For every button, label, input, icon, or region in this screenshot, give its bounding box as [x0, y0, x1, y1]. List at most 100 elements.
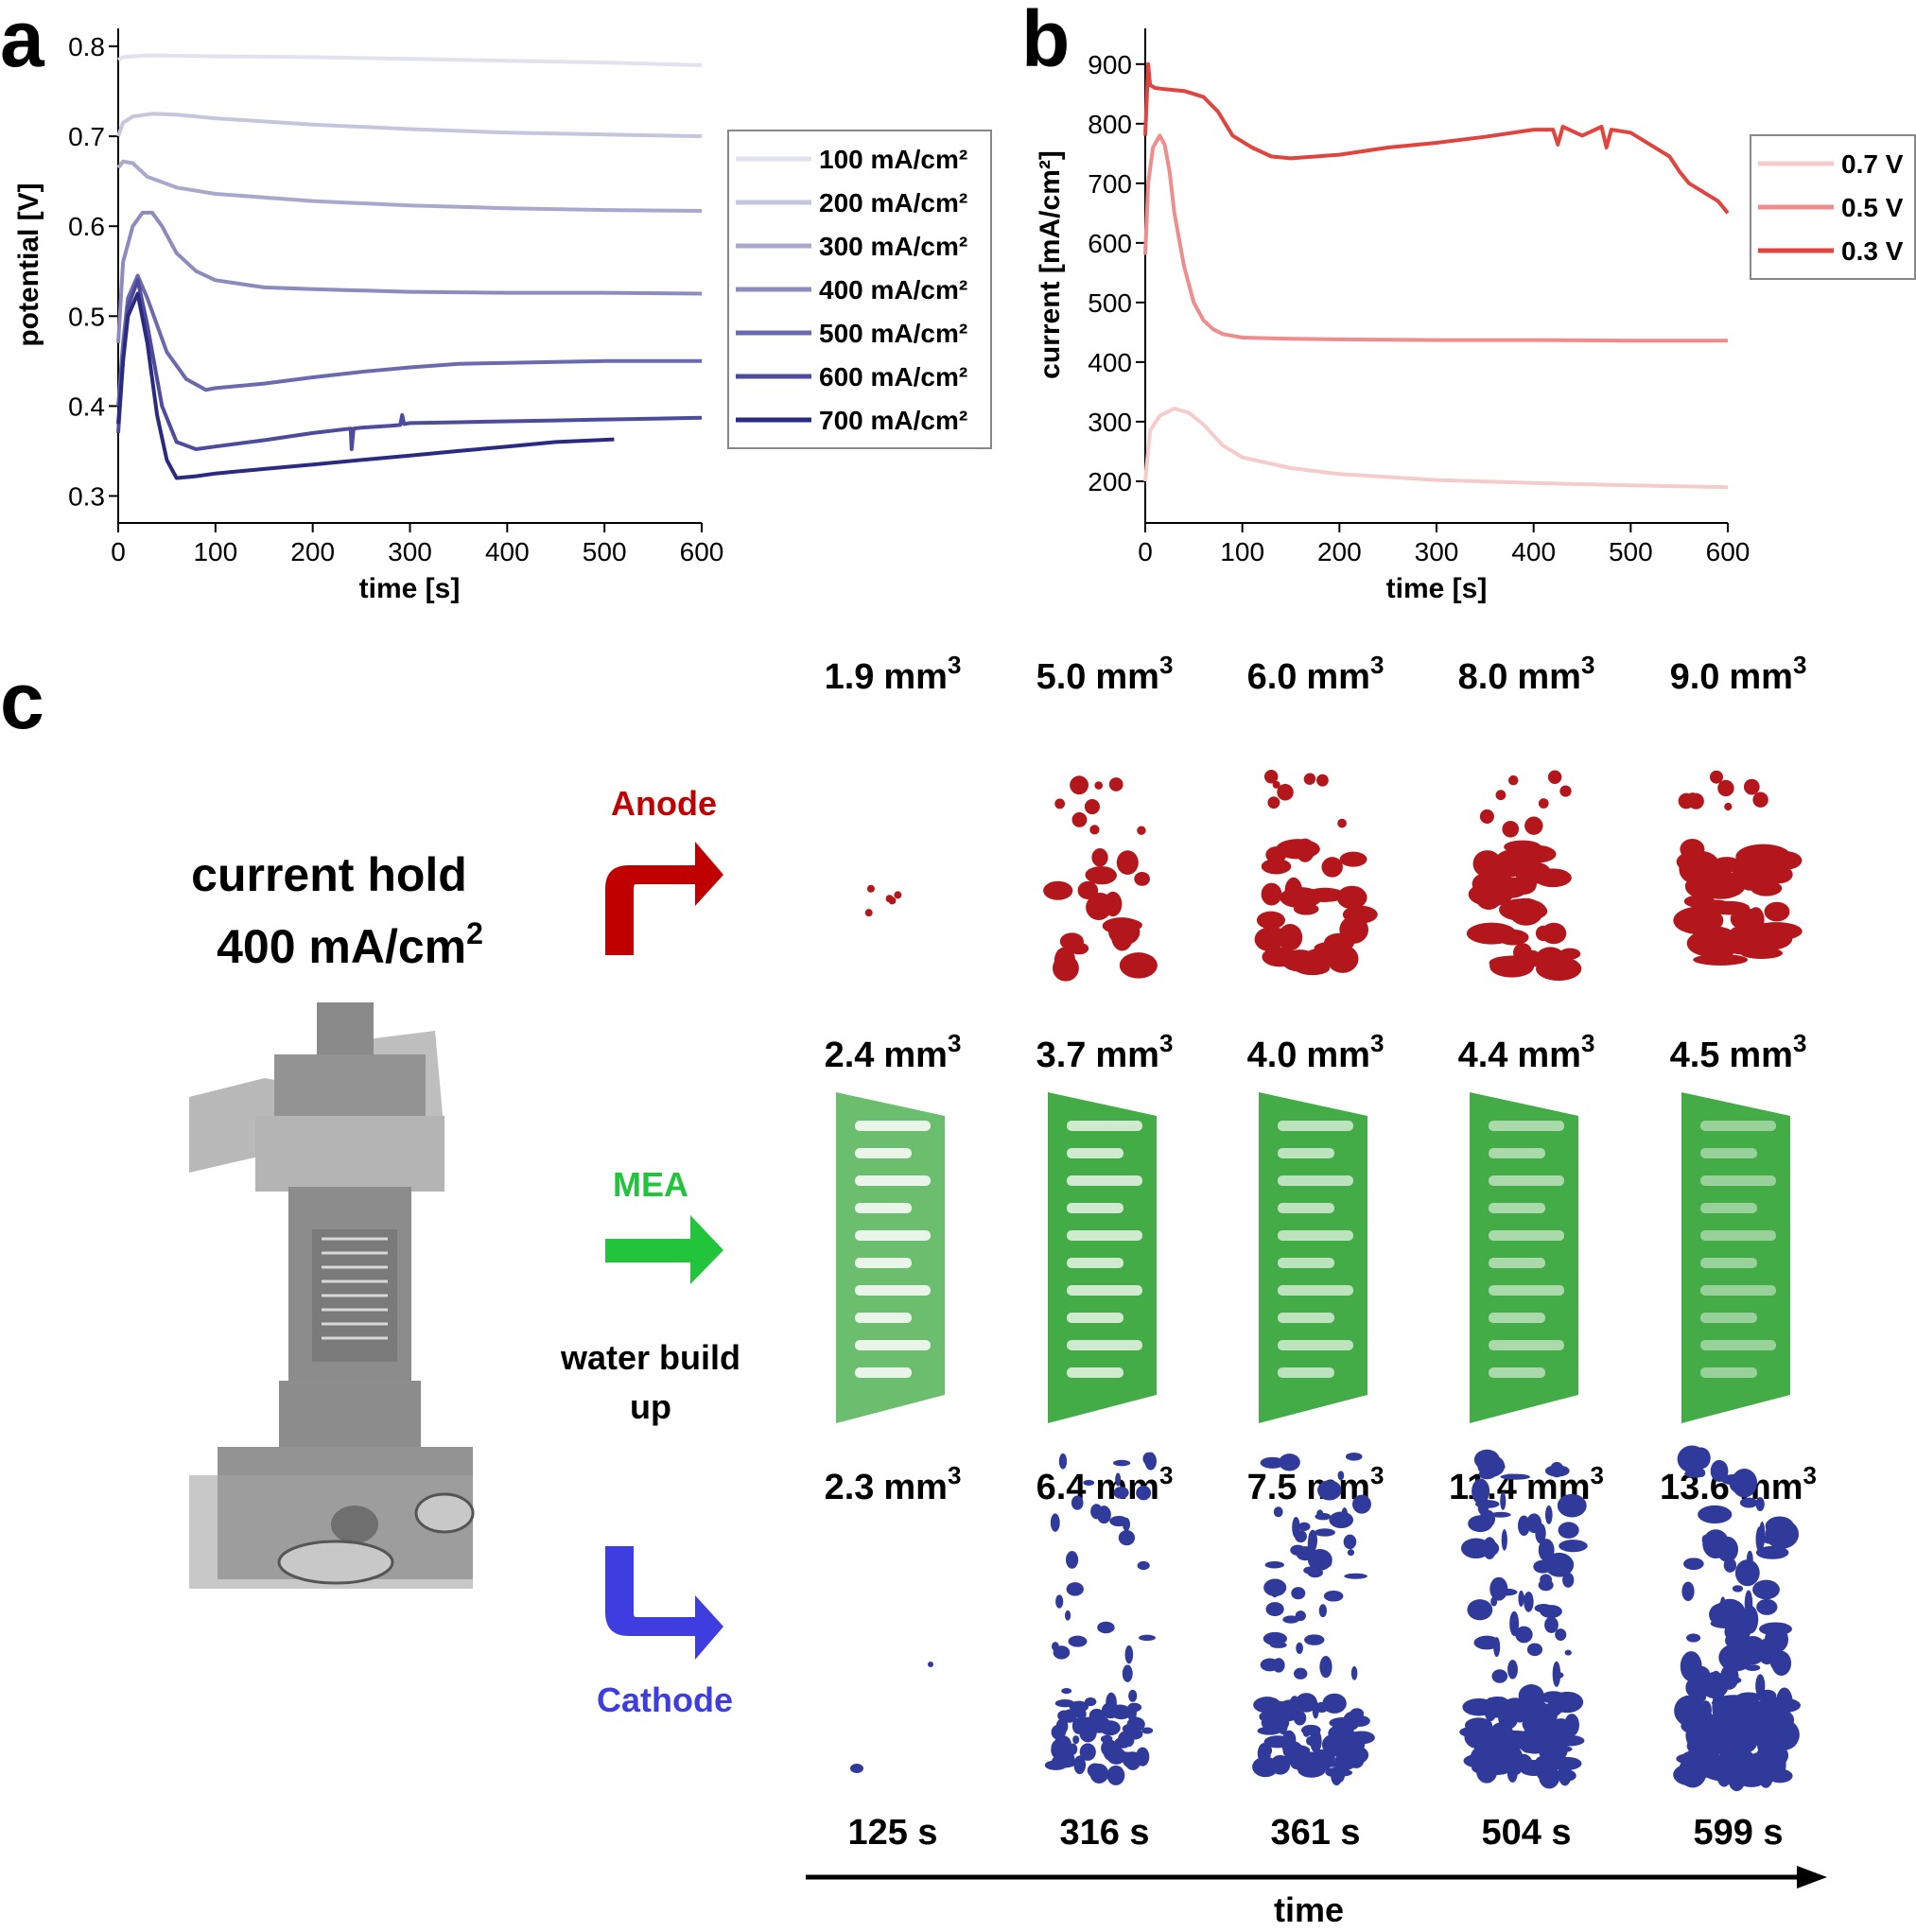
series-line-0-7-v — [1143, 407, 1729, 490]
chart-a-xlabel: time [s] — [359, 573, 461, 604]
volume-unit: mm — [1729, 1036, 1793, 1075]
volume-unit-superscript: 3 — [1793, 1029, 1806, 1057]
y-tick-label: 0.7 — [68, 122, 105, 151]
mea-volume-label: 4.5 mm3 — [1670, 1029, 1807, 1075]
volume-value: 9.0 — [1670, 657, 1720, 697]
volume-unit: mm — [883, 657, 948, 697]
cathode-water-render-image — [850, 1662, 933, 1773]
y-tick-label: 800 — [1088, 110, 1132, 139]
volume-unit: mm — [1095, 657, 1159, 697]
y-tick-label: 0.4 — [68, 392, 105, 421]
x-tick-label: 500 — [583, 537, 627, 566]
chart-a-plot-area: 0 100 200 300 400 500 600 0.3 0.4 0.5 0.6 0.7 0.8 — [68, 28, 723, 566]
x-tick-label: 200 — [1317, 537, 1362, 566]
series-line-700-ma-cm- — [116, 291, 615, 480]
x-tick-label: 100 — [193, 537, 237, 566]
volume-unit: mm — [1306, 657, 1370, 697]
mea-volume-label: 2.4 mm3 — [825, 1029, 962, 1075]
x-tick-label: 300 — [388, 537, 432, 566]
anode-volume-label: 8.0 mm3 — [1458, 651, 1595, 697]
x-tick-label: 500 — [1609, 537, 1653, 566]
cathode-volume-label: 2.3 mm3 — [825, 1461, 962, 1507]
volume-unit-superscript: 3 — [1159, 1029, 1173, 1057]
volume-value: 2.3 — [825, 1468, 875, 1507]
mea-water-render-image — [1470, 1092, 1578, 1423]
series-line-100-ma-cm- — [117, 53, 703, 67]
volume-value: 2.4 — [825, 1036, 875, 1075]
time-axis-label: time — [1274, 1890, 1344, 1927]
current-density-superscript: 2 — [466, 916, 483, 950]
mea-volume-label: 4.4 mm3 — [1458, 1029, 1595, 1075]
volume-unit: mm — [1517, 657, 1581, 697]
time-axis-arrow-icon — [806, 1866, 1827, 1888]
anode-label: Anode — [611, 784, 717, 823]
chart-a-ylabel: potential [V] — [13, 183, 44, 346]
x-tick-label: 200 — [290, 537, 335, 566]
volume-unit-superscript: 3 — [1803, 1461, 1817, 1489]
mea-water-render-image — [1048, 1092, 1157, 1423]
x-tick-label: 0 — [111, 537, 126, 566]
series-line-0-5-v — [1143, 133, 1728, 343]
y-tick-label: 400 — [1088, 348, 1132, 377]
legend-label: 200 mA/cm² — [819, 188, 967, 218]
volume-unit-superscript: 3 — [1370, 1461, 1384, 1489]
x-tick-label: 100 — [1220, 537, 1264, 566]
current-density-value: 400 mA/cm — [217, 920, 466, 973]
legend-label: 700 mA/cm² — [819, 406, 967, 435]
cathode-arrow-icon — [605, 1546, 723, 1660]
volume-unit-superscript: 3 — [1370, 1029, 1384, 1057]
series-line-500-ma-cm- — [116, 273, 702, 407]
y-tick-label: 200 — [1088, 467, 1132, 496]
volume-value: 4.4 — [1458, 1036, 1508, 1075]
volume-unit-superscript: 3 — [1370, 651, 1384, 679]
chart-b-plot-area: 0 100 200 300 400 500 600 200 300 400 500 600 700 800… — [1088, 28, 1750, 566]
volume-value: 4.0 — [1247, 1036, 1298, 1075]
current-hold-title: current hold — [191, 848, 467, 901]
x-tick-label: 0 — [1138, 537, 1153, 566]
snapshot-time-label: 599 s — [1693, 1813, 1783, 1853]
panel-a: a 0 100 200 300 400 500 6000.30.40.50.60.70.8 … — [0, 0, 992, 604]
volume-unit-superscript: 3 — [1581, 651, 1594, 679]
anode-arrow-icon — [605, 842, 723, 955]
y-tick-label: 0.3 — [68, 481, 105, 511]
mea-volume-label: 3.7 mm3 — [1036, 1029, 1174, 1075]
legend-label: 0.5 V — [1841, 193, 1904, 222]
chart-b-xlabel: time [s] — [1386, 573, 1488, 604]
y-tick-label: 300 — [1088, 408, 1132, 437]
snapshot-time-label: 504 s — [1481, 1813, 1571, 1853]
cathode-water-render-image — [1044, 1452, 1157, 1785]
mea-volume-label: 4.0 mm3 — [1247, 1029, 1385, 1075]
series-line-0-3-v — [1143, 61, 1730, 215]
water-build-up-line2: up — [630, 1387, 671, 1426]
legend-label: 300 mA/cm² — [819, 232, 967, 261]
volume-unit-superscript: 3 — [1159, 651, 1173, 679]
panel-c: c current hold 400 mA/cm2 Ano — [0, 651, 1827, 1929]
chart-a-legend: 100 mA/cm² 200 mA/cm² 300 mA/cm² 400 mA/cm²… — [727, 130, 992, 449]
cathode-label: Cathode — [597, 1680, 733, 1719]
chart-b-ylabel: current [mA/cm²] — [1035, 150, 1066, 379]
y-tick-label: 600 — [1088, 229, 1132, 258]
anode-water-render-image — [1466, 770, 1582, 982]
series-line-300-ma-cm- — [116, 159, 703, 213]
x-tick-label: 400 — [1511, 537, 1556, 566]
legend-label: 500 mA/cm² — [819, 319, 967, 348]
volume-value: 6.0 — [1247, 657, 1298, 697]
mea-label: MEA — [613, 1165, 688, 1204]
x-tick-label: 600 — [680, 537, 724, 566]
volume-value: 5.0 — [1036, 657, 1087, 697]
x-tick-label: 600 — [1706, 537, 1751, 566]
cell-rendering-image — [189, 1002, 475, 1589]
volume-value: 1.9 — [825, 657, 875, 697]
volume-unit-superscript: 3 — [948, 651, 961, 679]
anode-volume-label: 9.0 mm3 — [1670, 651, 1807, 697]
volume-unit-superscript: 3 — [1793, 651, 1806, 679]
y-tick-label: 500 — [1088, 288, 1132, 318]
volume-unit-superscript: 3 — [1581, 1029, 1594, 1057]
series-line-400-ma-cm- — [116, 210, 703, 343]
chart-b-legend: 0.7 V 0.5 V 0.3 V — [1750, 134, 1916, 280]
cathode-water-render-image — [1252, 1452, 1375, 1785]
panel-b-letter: b — [1021, 0, 1070, 83]
y-tick-label: 700 — [1088, 169, 1132, 199]
cathode-water-render-image — [1459, 1449, 1588, 1789]
